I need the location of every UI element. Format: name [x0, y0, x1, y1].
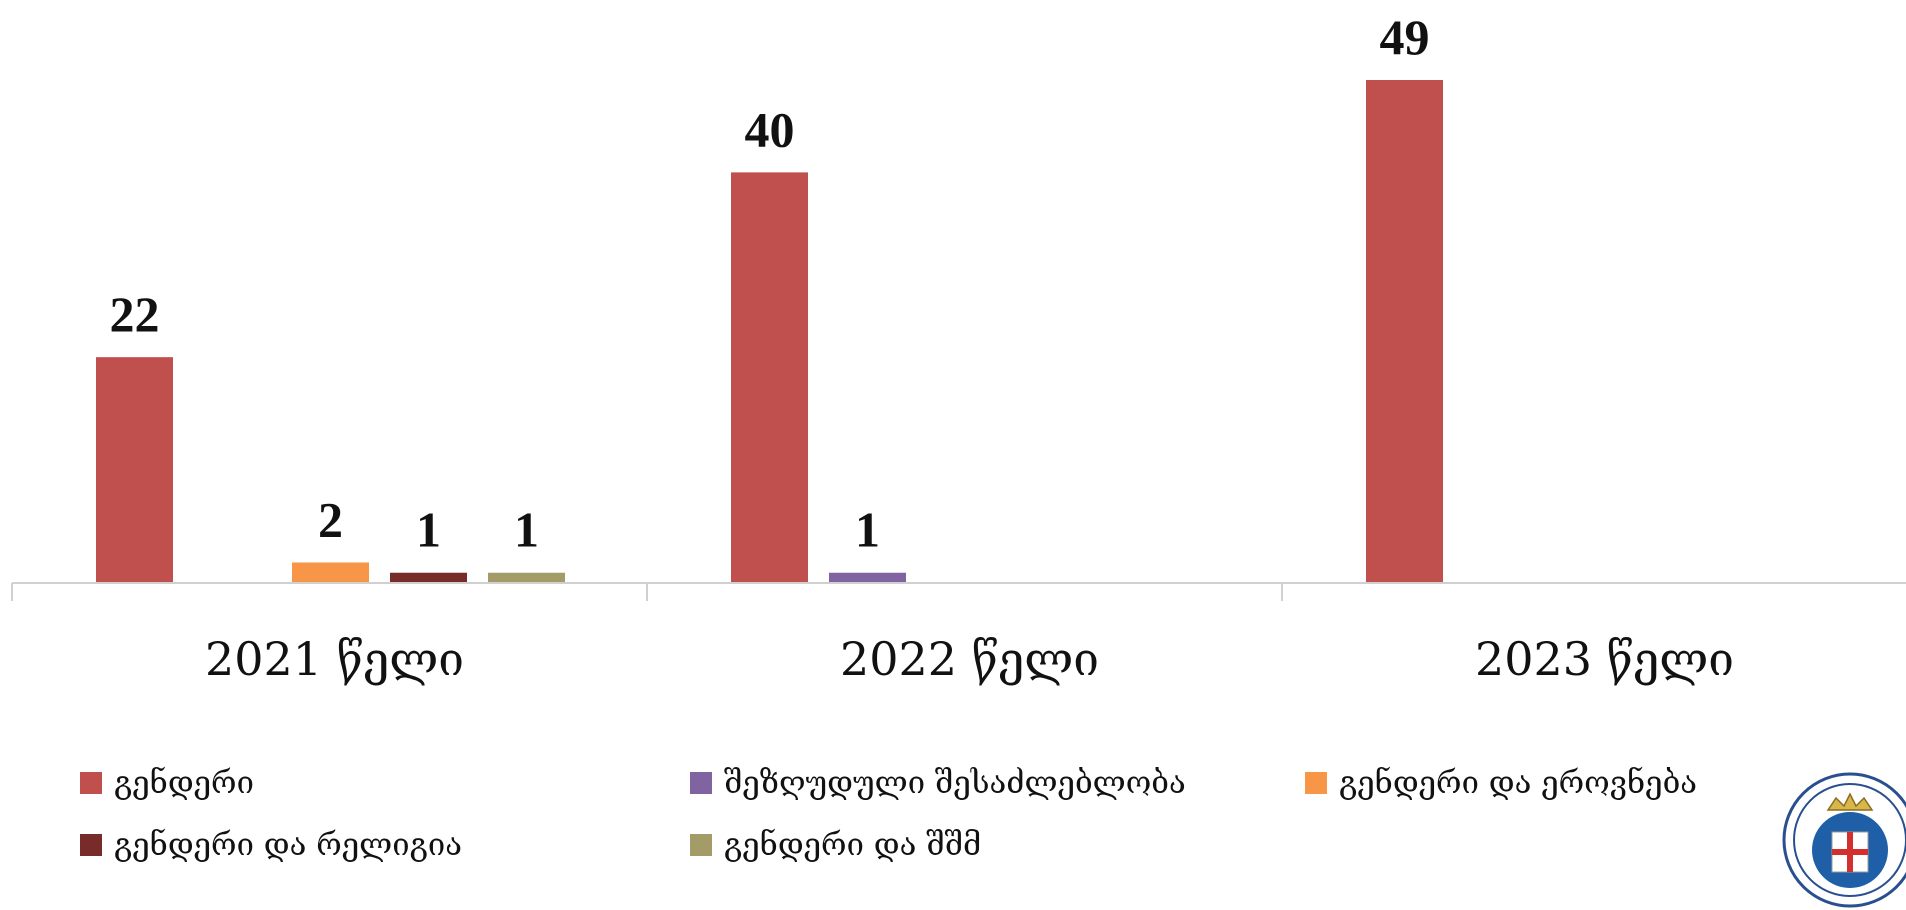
data-label-0-3: 1	[416, 502, 441, 558]
legend-item: გენდერი	[80, 765, 254, 801]
data-label-1-0: 40	[745, 101, 795, 157]
bar-0-2	[292, 562, 369, 583]
category-label-1: 2022 წელი	[840, 632, 1099, 686]
x-axis-ticks	[11, 583, 1283, 601]
legend-swatch	[1305, 772, 1327, 794]
data-label-0-2: 2	[318, 491, 343, 547]
legend-label: გენდერი და ეროვნება	[1339, 765, 1698, 801]
data-label-0-0: 22	[110, 286, 160, 342]
legend-item: გენდერი და ეროვნება	[1305, 765, 1697, 801]
bar-2-0	[1366, 80, 1443, 583]
bar-0-0	[96, 357, 173, 583]
bar-1-1	[829, 572, 906, 583]
category-labels-group: 2021 წელი 2022 წელი 2023 წელი	[205, 632, 1734, 686]
bar-0-4	[488, 572, 565, 583]
legend-label: შეზღუდული შესაძლებლობა	[724, 765, 1186, 801]
legend-label: გენდერი	[114, 765, 254, 801]
legend-label: გენდერი და რელიგია	[114, 827, 462, 863]
data-label-1-1: 1	[855, 502, 880, 558]
bars-group	[96, 80, 1443, 583]
bar-1-0	[731, 172, 808, 583]
legend-swatch	[80, 834, 102, 856]
category-label-0: 2021 წელი	[205, 632, 464, 686]
category-label-2: 2023 წელი	[1475, 632, 1734, 686]
legend-item: გენდერი და რელიგია	[80, 827, 462, 863]
legend-swatch	[80, 772, 102, 794]
emblem-logo	[1782, 772, 1906, 908]
data-label-2-0: 49	[1380, 9, 1430, 65]
legend-label: გენდერი და შშმ	[724, 827, 982, 863]
legend-swatch	[690, 772, 712, 794]
data-label-0-4: 1	[514, 502, 539, 558]
legend-item: შეზღუდული შესაძლებლობა	[690, 765, 1186, 801]
legend-item: გენდერი და შშმ	[690, 827, 981, 863]
legend-swatch	[690, 834, 712, 856]
bar-0-3	[390, 572, 467, 583]
